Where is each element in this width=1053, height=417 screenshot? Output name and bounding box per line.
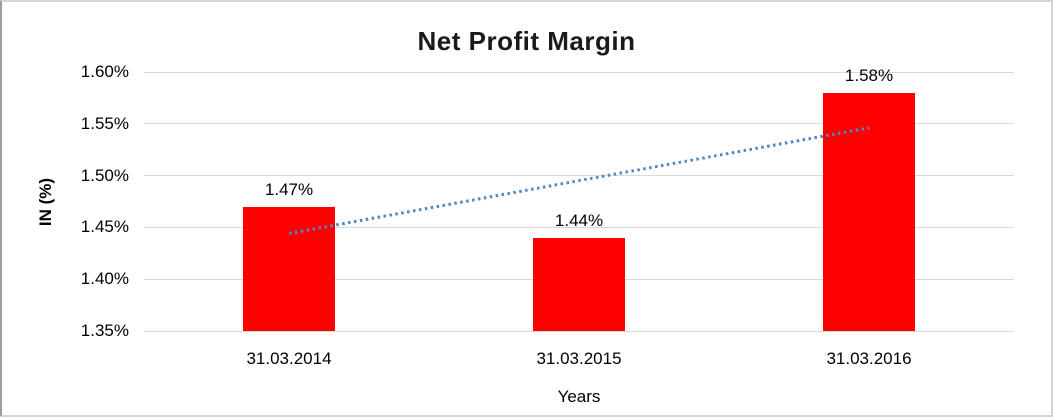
y-tick-label: 1.60%: [80, 62, 129, 81]
x-category-label: 31.03.2015: [536, 349, 622, 368]
x-axis-title: Years: [557, 387, 601, 406]
y-tick-label: 1.35%: [80, 321, 129, 340]
y-gridline: [144, 226, 1014, 228]
y-tick-label: 1.55%: [80, 113, 129, 133]
chart-title: Net Profit Margin: [417, 26, 636, 56]
y-gridline: [144, 123, 1014, 125]
x-category-label: 31.03.2014: [246, 349, 332, 368]
bar-data-label: 1.58%: [844, 65, 894, 85]
y-gridline: [144, 330, 1014, 332]
bar: [533, 237, 625, 331]
y-gridline: [144, 71, 1014, 73]
bar-data-label: 1.47%: [264, 179, 314, 199]
y-tick-label: 1.45%: [80, 217, 129, 237]
y-gridline: [144, 175, 1014, 177]
x-category-label: 31.03.2016: [826, 349, 912, 368]
y-tick-label: 1.40%: [80, 269, 129, 289]
bar-data-label: 1.44%: [554, 210, 604, 230]
y-tick-label: 1.50%: [80, 165, 129, 185]
